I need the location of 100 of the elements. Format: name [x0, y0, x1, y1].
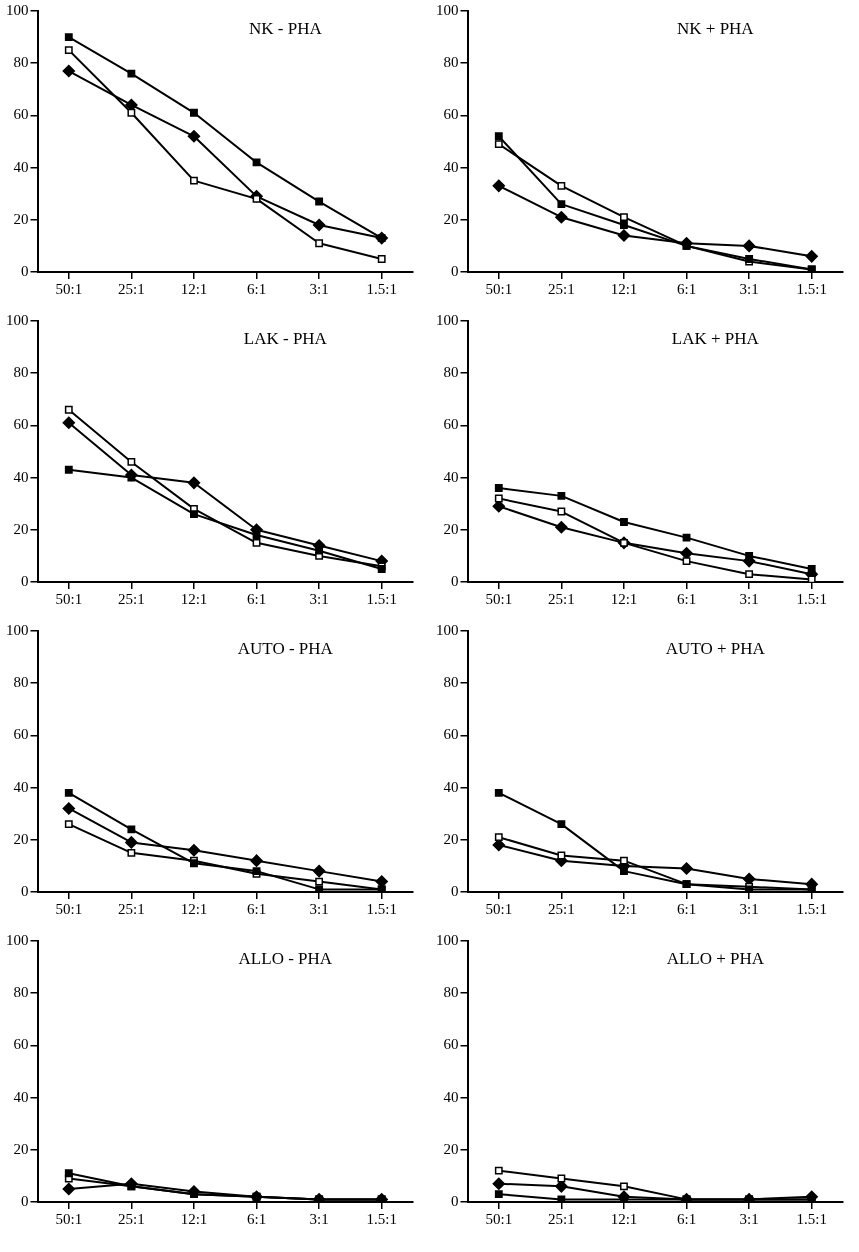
y-tick-label: 0 [21, 882, 29, 899]
y-tick-label: 100 [6, 931, 29, 948]
y-tick-label: 20 [443, 830, 459, 847]
y-tick-label: 60 [443, 416, 459, 433]
y-tick-label: 0 [21, 572, 29, 589]
x-tick-label: 3:1 [739, 280, 759, 297]
x-tick-label: 6:1 [246, 1210, 267, 1227]
x-tick-label: 12:1 [610, 1210, 638, 1227]
y-tick-label: 100 [436, 1, 459, 18]
y-tick-label: 100 [436, 931, 459, 948]
x-tick-label: 25:1 [548, 280, 575, 297]
y-tick-label: 20 [13, 830, 29, 847]
y-tick-label: 20 [13, 520, 29, 537]
x-tick-label: 1.5:1 [796, 280, 827, 297]
text: ALLO + PHA [666, 948, 765, 968]
x-tick-label: 6:1 [246, 280, 267, 297]
y-tick-label: 100 [436, 311, 459, 328]
y-tick-label: 20 [443, 520, 459, 537]
y-tick-label: 40 [443, 158, 459, 175]
x-tick-label: 1.5:1 [796, 1210, 827, 1227]
x-tick-label: 6:1 [676, 590, 697, 607]
x-tick-label: 12:1 [610, 280, 638, 297]
y-tick-label: 20 [13, 1140, 29, 1157]
x-tick-label: 50:1 [55, 280, 83, 297]
y-tick-label: 20 [443, 1140, 459, 1157]
x-tick-label: 50:1 [485, 900, 513, 917]
y-tick-label: 60 [13, 416, 29, 433]
y-tick-label: 40 [13, 468, 29, 485]
y-tick-label: 100 [6, 1, 29, 18]
x-tick-label: 1.5:1 [366, 900, 397, 917]
y-tick-label: 40 [13, 778, 29, 795]
x-tick-label: 12:1 [180, 1210, 208, 1227]
y-tick-label: 100 [6, 621, 29, 638]
x-tick-label: 25:1 [118, 590, 145, 607]
x-tick-label: 25:1 [118, 280, 145, 297]
y-tick-label: 20 [13, 210, 29, 227]
x-tick-label: 1.5:1 [796, 590, 827, 607]
y-tick-label: 60 [443, 726, 459, 743]
x-tick-label: 1.5:1 [366, 1210, 397, 1227]
x-tick-label: 50:1 [485, 590, 513, 607]
y-tick-label: 40 [443, 1088, 459, 1105]
x-tick-label: 25:1 [118, 1210, 145, 1227]
x-tick-label: 3:1 [309, 900, 329, 917]
y-tick-label: 60 [443, 1036, 459, 1053]
y-tick-label: 0 [451, 1192, 459, 1209]
x-tick-label: 25:1 [118, 900, 145, 917]
x-tick-label: 12:1 [610, 590, 638, 607]
x-tick-label: 3:1 [309, 280, 329, 297]
y-tick-label: 40 [13, 1088, 29, 1105]
x-tick-label: 50:1 [55, 1210, 83, 1227]
y-tick-label: 40 [443, 778, 459, 795]
text: AUTO - PHA [237, 638, 334, 658]
y-tick-label: 80 [443, 364, 459, 381]
y-tick-label: 40 [13, 158, 29, 175]
x-tick-label: 1.5:1 [366, 590, 397, 607]
x-tick-label: 6:1 [676, 280, 697, 297]
y-tick-label: 80 [443, 54, 459, 71]
y-tick-label: 80 [13, 674, 29, 691]
x-tick-label: 3:1 [739, 590, 759, 607]
x-tick-label: 50:1 [485, 1210, 513, 1227]
x-tick-label: 25:1 [548, 900, 575, 917]
x-tick-label: 6:1 [676, 900, 697, 917]
y-tick-label: 80 [443, 984, 459, 1001]
y-tick-label: 100 [6, 311, 29, 328]
x-tick-label: 50:1 [55, 590, 83, 607]
x-tick-label: 6:1 [676, 1210, 697, 1227]
y-tick-label: 60 [13, 726, 29, 743]
text: NK + PHA [677, 18, 755, 38]
y-tick-label: 40 [443, 468, 459, 485]
y-tick-label: 80 [13, 54, 29, 71]
x-tick-label: 3:1 [309, 590, 329, 607]
x-tick-label: 50:1 [55, 900, 83, 917]
y-tick-label: 0 [451, 262, 459, 279]
text: ALLO - PHA [238, 948, 333, 968]
y-tick-label: 20 [443, 210, 459, 227]
y-tick-label: 100 [436, 621, 459, 638]
x-tick-label: 1.5:1 [796, 900, 827, 917]
x-tick-label: 3:1 [739, 900, 759, 917]
x-tick-label: 25:1 [548, 1210, 575, 1227]
x-tick-label: 6:1 [246, 900, 267, 917]
x-tick-label: 25:1 [548, 590, 575, 607]
x-tick-label: 1.5:1 [366, 280, 397, 297]
x-tick-label: 12:1 [180, 900, 208, 917]
x-tick-label: 12:1 [610, 900, 638, 917]
x-tick-label: 6:1 [246, 590, 267, 607]
y-tick-label: 0 [451, 572, 459, 589]
x-tick-label: 12:1 [180, 280, 208, 297]
y-tick-label: 0 [451, 882, 459, 899]
text: NK - PHA [248, 18, 323, 38]
text: AUTO + PHA [665, 638, 766, 658]
y-tick-label: 60 [13, 106, 29, 123]
x-tick-label: 3:1 [739, 1210, 759, 1227]
text: LAK + PHA [671, 328, 760, 348]
y-tick-label: 0 [21, 262, 29, 279]
x-tick-label: 50:1 [485, 280, 513, 297]
y-tick-label: 80 [443, 674, 459, 691]
x-tick-label: 3:1 [309, 1210, 329, 1227]
text: LAK - PHA [243, 328, 328, 348]
x-tick-label: 12:1 [180, 590, 208, 607]
y-tick-label: 60 [443, 106, 459, 123]
